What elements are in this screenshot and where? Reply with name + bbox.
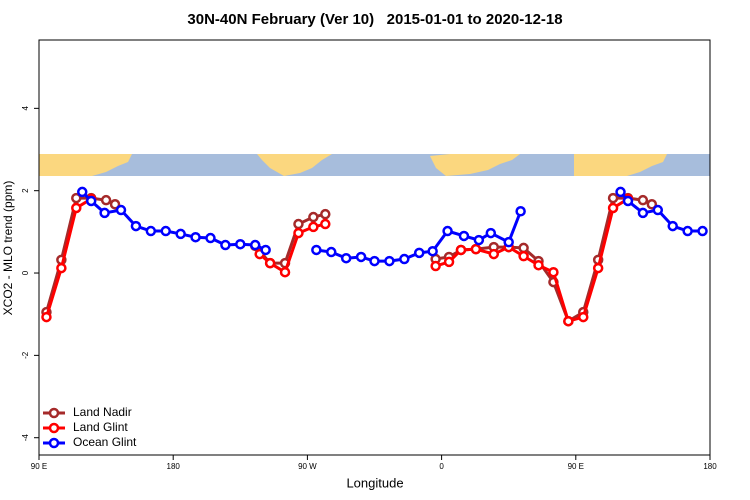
y-tick-label: 4 [21, 106, 30, 111]
data-point [470, 243, 482, 255]
data-point [485, 227, 497, 239]
data-point [100, 194, 112, 206]
data-point [145, 225, 157, 237]
data-point [442, 225, 453, 237]
data-point [697, 225, 708, 237]
data-point [340, 252, 352, 264]
data-point [518, 242, 529, 254]
data-point [646, 199, 658, 210]
plot-frame [38, 39, 711, 456]
x-axis-label: Longitude [346, 475, 403, 490]
data-point [235, 238, 246, 250]
x-tick-label: 180 [167, 462, 181, 471]
data-point [533, 259, 544, 271]
data-point [548, 266, 559, 278]
data-point [455, 244, 467, 256]
data-point [99, 207, 110, 219]
data-point [190, 231, 201, 243]
data-point [260, 244, 271, 256]
data-point [311, 244, 322, 256]
data-point [264, 257, 276, 269]
x-tick-label: 180 [703, 462, 717, 471]
data-point [637, 207, 649, 219]
y-tick-label: -2 [21, 351, 30, 359]
y-tick-label: 2 [21, 188, 30, 193]
data-point [622, 195, 634, 207]
world-map-strip [39, 154, 710, 176]
y-tick-label: -4 [21, 434, 30, 442]
data-point [160, 225, 171, 237]
data-point [615, 186, 626, 198]
data-point [71, 192, 82, 204]
data-point [667, 220, 678, 232]
data-point [109, 199, 121, 210]
data-point [458, 230, 470, 242]
x-tick-label: 90 W [298, 462, 317, 471]
data-point [488, 248, 500, 260]
data-point [71, 202, 82, 214]
data-point [637, 194, 649, 206]
legend-label: Land Nadir [73, 405, 132, 419]
data-point [399, 253, 410, 265]
data-point [369, 255, 380, 267]
legend-marker [48, 422, 60, 434]
data-point [473, 234, 485, 246]
y-tick-label: 0 [21, 270, 30, 275]
x-tick-label: 90 E [31, 462, 47, 471]
y-axis-label: XCO2 - MLO trend (ppm) [1, 181, 15, 316]
data-point [682, 225, 693, 237]
data-point [308, 211, 319, 223]
data-point [326, 246, 337, 258]
legend-marker [48, 407, 60, 419]
legend-label: Ocean Glint [73, 435, 137, 449]
data-point [85, 195, 97, 207]
data-point [592, 262, 604, 274]
data-point [515, 206, 526, 217]
data-point [607, 192, 619, 204]
data-point [279, 266, 291, 278]
data-point [175, 228, 186, 240]
data-point [56, 262, 67, 274]
data-point [320, 208, 331, 220]
data-point [427, 245, 438, 257]
data-point [293, 227, 304, 239]
data-point [384, 255, 395, 267]
x-tick-label: 90 E [568, 462, 584, 471]
data-point [308, 221, 319, 233]
data-point [578, 311, 589, 323]
data-point [518, 250, 529, 262]
data-point [220, 239, 231, 251]
chart-title: 30N-40N February (Ver 10) 2015-01-01 to … [187, 11, 562, 28]
data-point [607, 202, 619, 214]
data-point [205, 232, 216, 244]
data-point [430, 260, 441, 272]
data-point [41, 311, 52, 323]
data-point [443, 256, 455, 268]
data-point [293, 218, 304, 230]
legend-marker [48, 437, 60, 449]
x-tick-label: 0 [439, 462, 444, 471]
data-point [320, 218, 331, 230]
data-point [115, 204, 127, 216]
data-point [249, 239, 261, 251]
data-point [563, 315, 574, 327]
data-point [413, 247, 425, 259]
data-point [130, 220, 142, 232]
data-point [503, 236, 514, 248]
data-point [355, 251, 367, 263]
data-point [76, 186, 88, 198]
legend-label: Land Glint [73, 420, 128, 434]
data-point [652, 204, 664, 216]
